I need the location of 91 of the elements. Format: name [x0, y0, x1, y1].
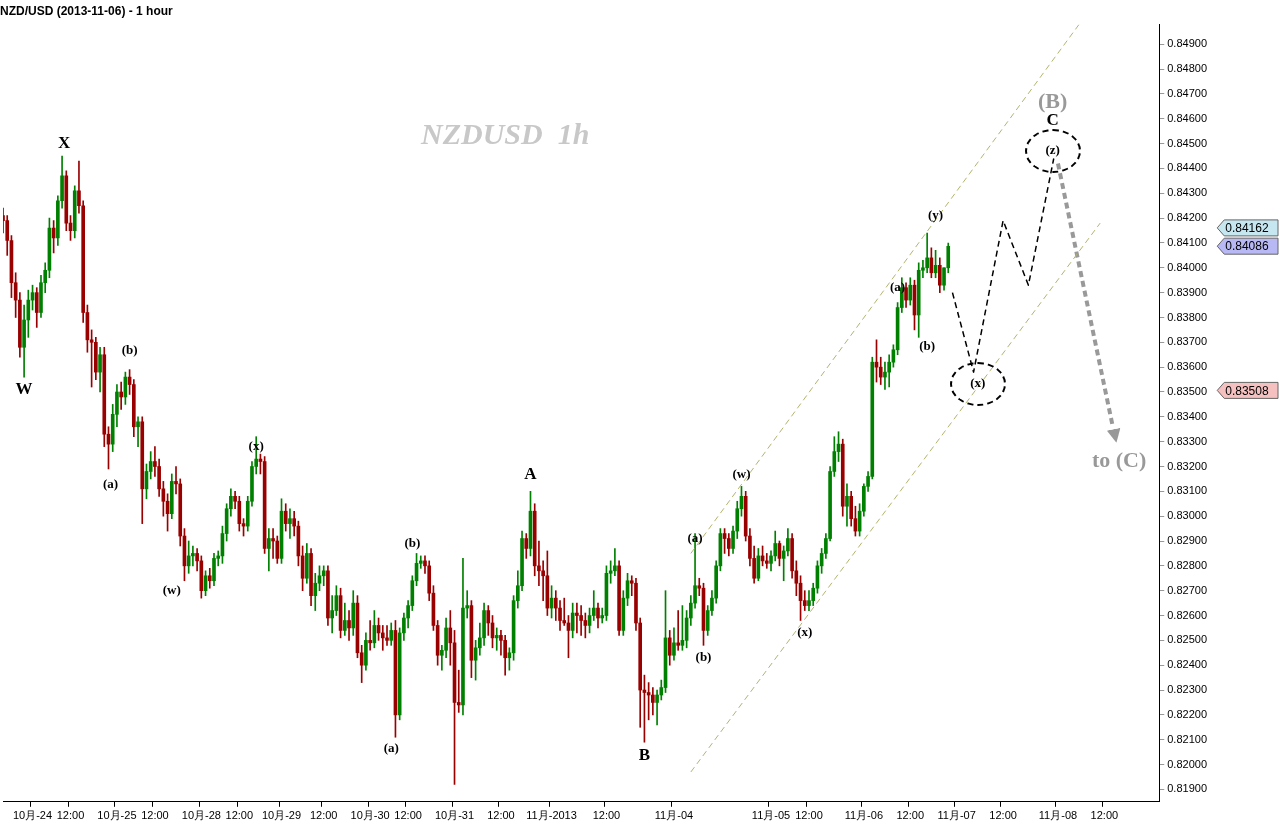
text: 0.83508: [1225, 383, 1269, 398]
candlestick: [347, 610, 351, 641]
candlestick: [330, 595, 334, 634]
x-tick-label: 12:00: [487, 809, 515, 822]
x-tick-label: 11月-06: [844, 809, 884, 822]
x-tick-label: 11月-04: [654, 809, 694, 822]
y-tick-label: 0.83600: [1167, 360, 1207, 373]
x-tick-label: 10月-30: [350, 809, 390, 822]
y-tick-label: 0.84500: [1167, 136, 1207, 149]
x-tick-label: 12:00: [989, 809, 1017, 822]
annotation: (x): [797, 624, 813, 640]
x-tick-label: 12:00: [896, 809, 925, 822]
y-tick-label: 0.84300: [1167, 186, 1207, 199]
y-tick-label: 0.83400: [1167, 409, 1207, 422]
line-series: [951, 157, 1055, 373]
y-tick-label: 0.83700: [1167, 335, 1207, 348]
annotation: (b): [404, 534, 421, 550]
annotation: to (C): [1091, 447, 1147, 473]
x-tick-label: 10月-28: [181, 809, 221, 822]
annotation: B: [638, 745, 651, 765]
candlestick: [575, 602, 579, 634]
text: 0.84086: [1225, 239, 1269, 254]
y-tick-label: 0.84100: [1167, 236, 1207, 248]
x-tick-label: 12:00: [394, 809, 422, 822]
candlestick: [494, 627, 499, 651]
candlestick: [764, 553, 769, 569]
x-tick-label: 12:00: [141, 809, 169, 822]
y-tick-label: 0.84600: [1167, 111, 1207, 124]
y-tick-label: 0.83100: [1167, 484, 1207, 497]
chart-title: NZD/USD (2013-11-06) - 1 hour: [0, 3, 174, 18]
annotation: X: [58, 132, 72, 152]
x-tick-label: 12:00: [309, 809, 338, 822]
x-tick-label: 11月-07: [937, 809, 976, 822]
y-tick-label: 0.83500: [1167, 385, 1207, 398]
y-tick-label: 0.82900: [1167, 534, 1207, 547]
candlestick: [267, 528, 271, 572]
annotation: W: [15, 378, 33, 398]
y-tick-label: 0.82600: [1167, 608, 1207, 621]
annotation: (w): [732, 466, 751, 482]
y-tick-label: 0.83000: [1167, 509, 1207, 522]
annotation: A: [524, 464, 538, 484]
annotation: (b): [695, 649, 712, 665]
annotation: (b): [121, 342, 138, 358]
candlestick: [380, 625, 385, 651]
x-tick-label: 11月-2013: [526, 809, 577, 822]
y-tick-label: 0.82800: [1167, 558, 1207, 571]
candlestick: [676, 610, 681, 651]
x-tick-label: 12:00: [225, 809, 254, 822]
x-tick-label: 11月-05: [751, 809, 791, 822]
y-tick-label: 0.82700: [1167, 583, 1207, 596]
x-tick-label: 10月-24: [12, 809, 53, 822]
x-tick-label: 10月-29: [261, 809, 302, 822]
x-tick-label: 12:00: [1090, 809, 1119, 822]
y-tick-label: 0.82500: [1167, 633, 1207, 646]
x-tick-label: 12:00: [795, 809, 823, 822]
candlestick: [579, 605, 583, 636]
candlestick: [613, 548, 617, 577]
y-tick-label: 0.82100: [1167, 732, 1207, 745]
y-tick-label: 0.84000: [1167, 260, 1207, 273]
candlestick: [136, 416, 140, 447]
y-tick-label: 0.83800: [1167, 310, 1207, 323]
y-tick-label: 0.81900: [1167, 782, 1207, 795]
y-tick-label: 0.84200: [1167, 211, 1207, 224]
candlestick: [368, 620, 372, 651]
y-tick-label: 0.82400: [1167, 658, 1207, 671]
annotation: (z): [1045, 142, 1060, 158]
x-tick-label: 12:00: [56, 809, 85, 822]
candlestick: [119, 381, 123, 410]
y-tick-label: 0.84800: [1167, 62, 1207, 75]
annotation: (w): [162, 581, 181, 597]
y-tick-label: 0.84900: [1167, 37, 1207, 50]
annotation: (x): [970, 375, 986, 391]
annotation: (a): [383, 740, 399, 756]
candlestick: [925, 232, 929, 274]
annotation: (b): [919, 338, 936, 354]
x-tick-label: 10月-25: [97, 809, 137, 822]
y-tick-label: 0.84700: [1167, 86, 1207, 99]
candlestick: [288, 508, 292, 539]
annotation: (y): [928, 206, 944, 222]
y-tick-label: 0.82200: [1167, 707, 1207, 720]
y-tick-label: 0.83300: [1167, 434, 1207, 447]
text: 0.84162: [1225, 221, 1269, 236]
y-tick-label: 0.82000: [1167, 757, 1207, 770]
y-tick-label: 0.83900: [1167, 285, 1207, 298]
y-tick-label: 0.84400: [1167, 161, 1207, 174]
x-tick-label: 10月-31: [434, 809, 475, 822]
annotation: (a): [103, 475, 119, 491]
y-tick-label: 0.82300: [1167, 683, 1207, 696]
x-tick-label: 12:00: [592, 809, 621, 822]
x-tick-label: 11月-08: [1038, 809, 1078, 822]
y-tick-label: 0.83200: [1167, 459, 1207, 472]
